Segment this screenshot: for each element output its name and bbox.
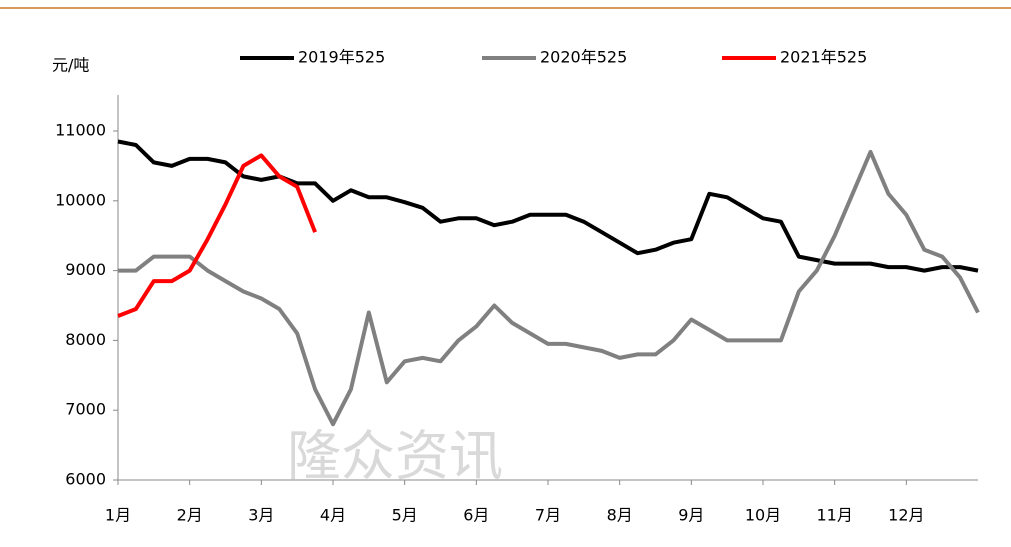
watermark: 隆众资讯 <box>287 425 503 488</box>
x-tick-label: 5月 <box>392 506 418 525</box>
legend-label: 2019年525 <box>298 48 385 67</box>
y-tick-label: 6000 <box>65 470 106 489</box>
y-axis-label: 元/吨 <box>52 56 89 75</box>
y-tick-label: 11000 <box>55 121 106 140</box>
x-tick-label: 9月 <box>678 506 704 525</box>
y-tick-label: 7000 <box>65 400 106 419</box>
y-tick-label: 10000 <box>55 190 106 209</box>
x-tick-label: 4月 <box>320 506 346 525</box>
y-tick-label: 8000 <box>65 330 106 349</box>
x-tick-label: 6月 <box>463 506 489 525</box>
x-tick-label: 11月 <box>816 506 852 525</box>
x-tick-label: 2月 <box>177 506 203 525</box>
x-tick-label: 3月 <box>248 506 274 525</box>
y-tick-label: 9000 <box>65 260 106 279</box>
x-tick-label: 8月 <box>607 506 633 525</box>
x-tick-label: 7月 <box>535 506 561 525</box>
legend-label: 2021年525 <box>780 48 867 67</box>
series-line <box>118 149 980 427</box>
x-tick-label: 10月 <box>745 506 781 525</box>
legend-label: 2020年525 <box>540 48 627 67</box>
series-line <box>117 153 317 318</box>
x-tick-label: 1月 <box>105 506 131 525</box>
series-line <box>117 139 979 273</box>
x-tick-label: 12月 <box>888 506 924 525</box>
